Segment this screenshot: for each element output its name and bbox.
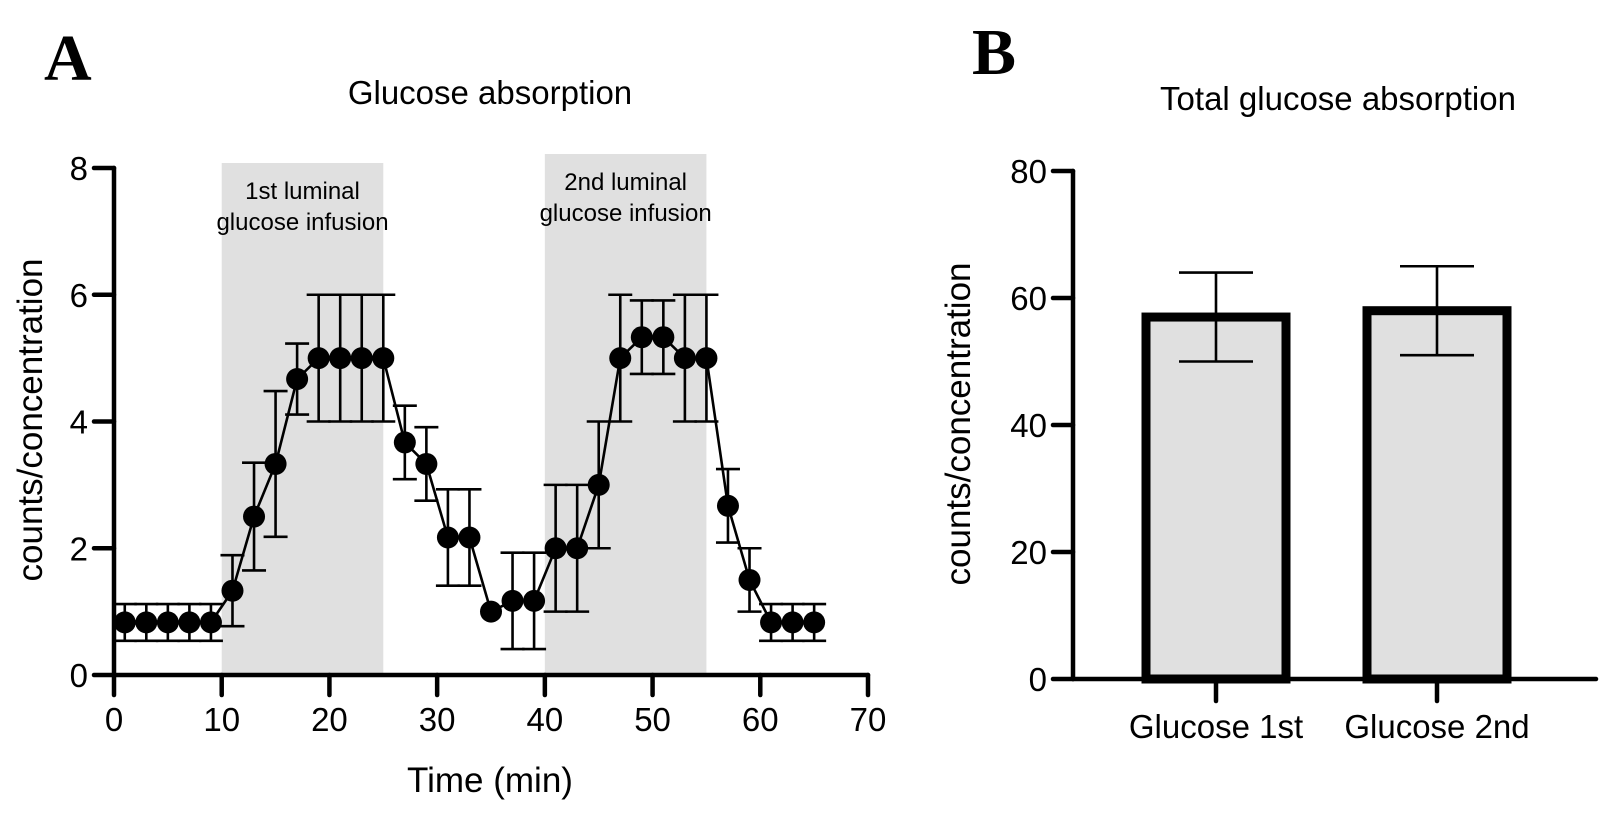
bars (1141, 306, 1512, 684)
y-tick-label: 4 (70, 404, 88, 441)
data-point (587, 473, 610, 496)
x-tick-label: 0 (105, 701, 123, 738)
data-point (716, 494, 739, 517)
data-point (156, 611, 179, 634)
panel-b: B Total glucose absorption 0 20 40 60 80 Gluc… (939, 16, 1599, 745)
data-point (480, 600, 502, 623)
data-point (243, 505, 266, 528)
data-point (630, 326, 653, 349)
panel-a-axes: 0 10 20 30 40 50 60 70 0 2 4 6 8 (70, 150, 887, 738)
error-bar (1179, 271, 1253, 363)
x-tick-label: 70 (850, 701, 887, 738)
y-tick-label: 60 (1010, 280, 1047, 317)
panel-a-title: Glucose absorption (348, 74, 632, 111)
y-tick-label: 0 (70, 657, 88, 694)
data-point (415, 452, 438, 475)
y-tick-label: 8 (70, 150, 88, 187)
data-point (695, 347, 718, 370)
shaded-regions (221, 154, 707, 675)
y-tick-label: 20 (1010, 534, 1047, 571)
data-point (199, 611, 222, 634)
data-point (329, 347, 352, 370)
data-point (307, 347, 330, 370)
bar (1362, 306, 1512, 684)
error-bar (1400, 264, 1474, 357)
data-point (350, 347, 373, 370)
panel-b-title: Total glucose absorption (1160, 80, 1516, 117)
panel-a: A Glucose absorption 1st luminal glucose … (11, 22, 886, 800)
data-points (113, 326, 826, 634)
x-tick-label: Glucose 2nd (1344, 708, 1529, 745)
data-point (458, 526, 481, 549)
bar-error-bars (1179, 264, 1474, 363)
x-tick-label: 40 (526, 701, 563, 738)
infusion-shaded-region (544, 154, 707, 675)
panel-a-x-axis-label: Time (min) (407, 761, 573, 800)
data-point (113, 611, 136, 634)
y-tick-label: 80 (1010, 153, 1047, 190)
x-tick-label: 60 (742, 701, 779, 738)
data-point (652, 326, 675, 349)
data-point (264, 452, 287, 475)
error-bars (112, 293, 827, 651)
data-point (781, 611, 804, 634)
data-point (566, 537, 589, 560)
data-point (544, 537, 567, 560)
infusion-label: 1st luminal (245, 178, 360, 205)
x-tick-label: 10 (203, 701, 240, 738)
panel-b-letter: B (972, 16, 1016, 89)
y-tick-label: 6 (70, 277, 88, 314)
data-point (135, 611, 158, 634)
data-point (436, 526, 459, 549)
y-tick-label: 2 (70, 530, 88, 567)
data-point (221, 579, 244, 602)
bar (1141, 312, 1291, 684)
data-point (673, 347, 696, 370)
data-point (178, 611, 201, 634)
data-point (738, 568, 761, 591)
infusion-label: 2nd luminal (564, 169, 687, 196)
data-point (286, 368, 309, 391)
infusion-label: glucose infusion (540, 200, 712, 227)
x-tick-label: 50 (634, 701, 671, 738)
y-tick-label: 0 (1029, 661, 1047, 698)
panel-a-y-axis-label: counts/concentration (11, 259, 50, 582)
data-point (523, 589, 546, 612)
infusion-label: glucose infusion (216, 209, 388, 236)
infusion-shaded-region (221, 163, 384, 675)
y-tick-label: 40 (1010, 407, 1047, 444)
panel-b-y-axis-label: counts/concentration (939, 263, 978, 586)
x-tick-label: 20 (311, 701, 348, 738)
data-point (501, 589, 524, 612)
panel-a-letter: A (44, 22, 92, 95)
data-point (372, 347, 395, 370)
data-point (609, 347, 632, 370)
data-point (393, 431, 416, 454)
data-point (803, 611, 826, 634)
x-tick-label: 30 (419, 701, 456, 738)
shaded-region-labels: 1st luminal glucose infusion 2nd luminal gl… (216, 169, 711, 236)
panel-b-axes: 0 20 40 60 80 Glucose 1st Glucose 2nd (1010, 153, 1599, 745)
data-point (760, 611, 783, 634)
x-tick-label: Glucose 1st (1129, 708, 1303, 745)
